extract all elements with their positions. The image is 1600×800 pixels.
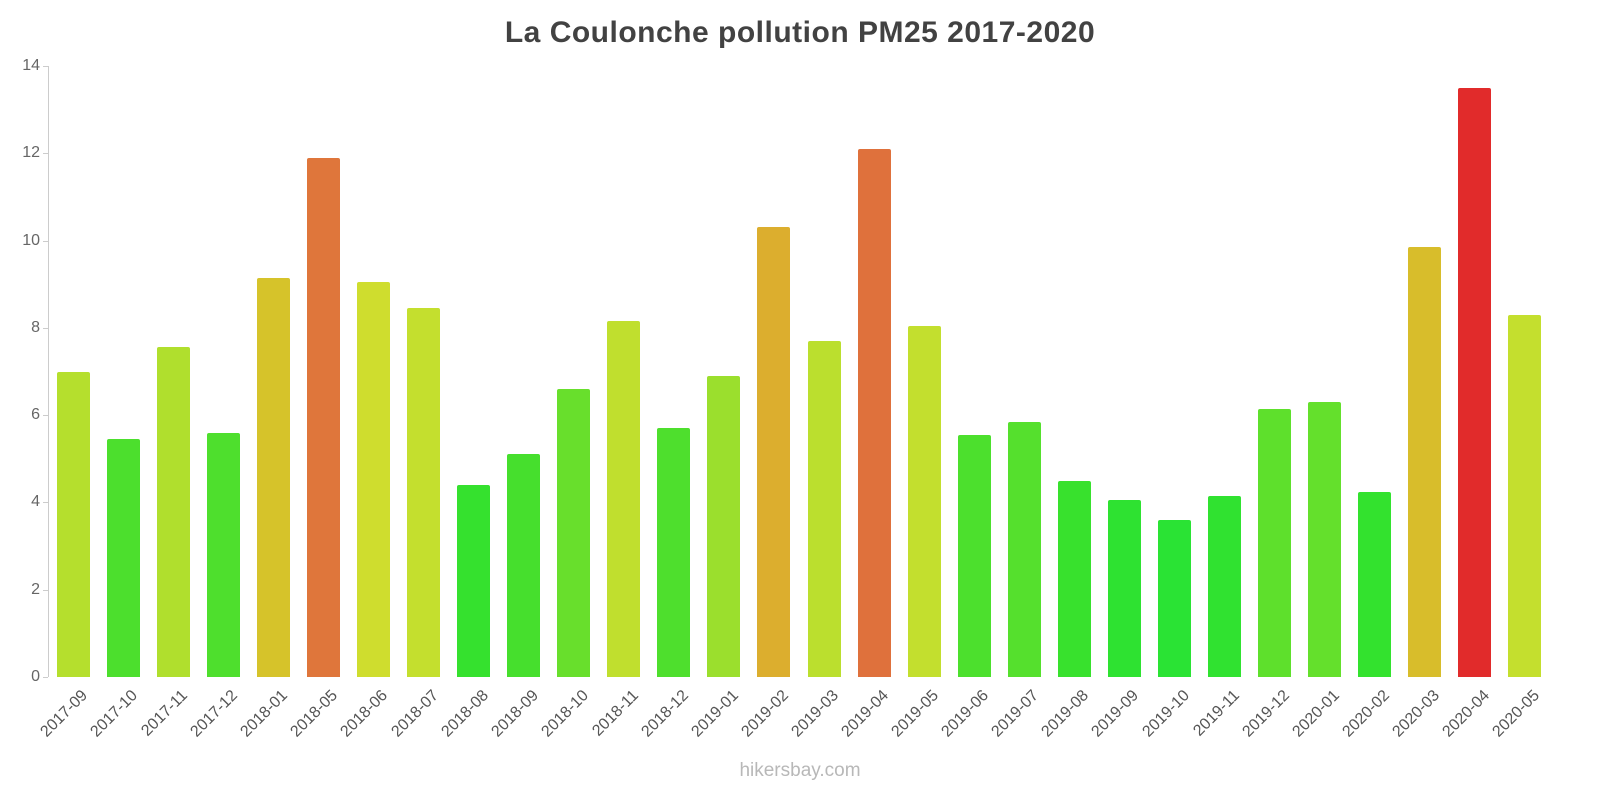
bar[interactable] xyxy=(1258,408,1292,677)
bar[interactable] xyxy=(1007,421,1041,677)
watermark: hikersbay.com xyxy=(739,760,861,781)
bar[interactable] xyxy=(106,439,140,677)
bar[interactable] xyxy=(1308,402,1342,677)
bar[interactable] xyxy=(607,321,641,677)
y-tick-mark xyxy=(43,502,48,504)
y-tick-mark xyxy=(43,66,48,67)
y-tick-label: 12 xyxy=(22,144,40,162)
bar[interactable] xyxy=(1408,247,1442,677)
bar[interactable] xyxy=(256,277,290,677)
y-tick-label: 6 xyxy=(31,406,40,424)
bar[interactable] xyxy=(557,388,591,677)
y-tick-mark xyxy=(43,589,48,591)
bar[interactable] xyxy=(1508,314,1542,677)
bar[interactable] xyxy=(156,347,190,677)
bar[interactable] xyxy=(807,340,841,677)
bar[interactable] xyxy=(507,454,541,677)
bar[interactable] xyxy=(1158,519,1191,677)
y-tick-label: 10 xyxy=(22,231,40,249)
bar[interactable] xyxy=(1458,87,1492,677)
y-tick-label: 2 xyxy=(31,580,40,598)
bar[interactable] xyxy=(1107,500,1141,677)
y-tick-mark xyxy=(43,153,48,155)
bar[interactable] xyxy=(707,375,741,677)
bar[interactable] xyxy=(1208,495,1242,677)
y-tick-label: 8 xyxy=(31,318,40,336)
y-tick-mark xyxy=(43,240,48,242)
y-tick-label: 14 xyxy=(22,57,40,74)
y-tick-label: 0 xyxy=(31,668,40,685)
bar[interactable] xyxy=(857,148,891,677)
bar[interactable] xyxy=(407,308,440,677)
y-tick-mark xyxy=(43,415,48,417)
bar[interactable] xyxy=(356,282,390,677)
y-tick-mark xyxy=(43,327,48,329)
chart-title: La Coulonche pollution PM25 2017-2020 xyxy=(504,16,1096,49)
bar[interactable] xyxy=(56,371,90,677)
bar[interactable] xyxy=(1358,491,1392,677)
y-tick-label: 4 xyxy=(31,493,40,511)
bar[interactable] xyxy=(907,325,941,677)
bar[interactable] xyxy=(1057,480,1091,677)
y-tick-mark xyxy=(43,677,48,678)
bar[interactable] xyxy=(457,484,491,677)
y-axis-line xyxy=(48,66,49,677)
bar[interactable] xyxy=(657,428,691,677)
bar[interactable] xyxy=(306,157,340,677)
bar[interactable] xyxy=(757,227,791,677)
bar[interactable] xyxy=(957,434,991,677)
bar[interactable] xyxy=(206,432,240,677)
